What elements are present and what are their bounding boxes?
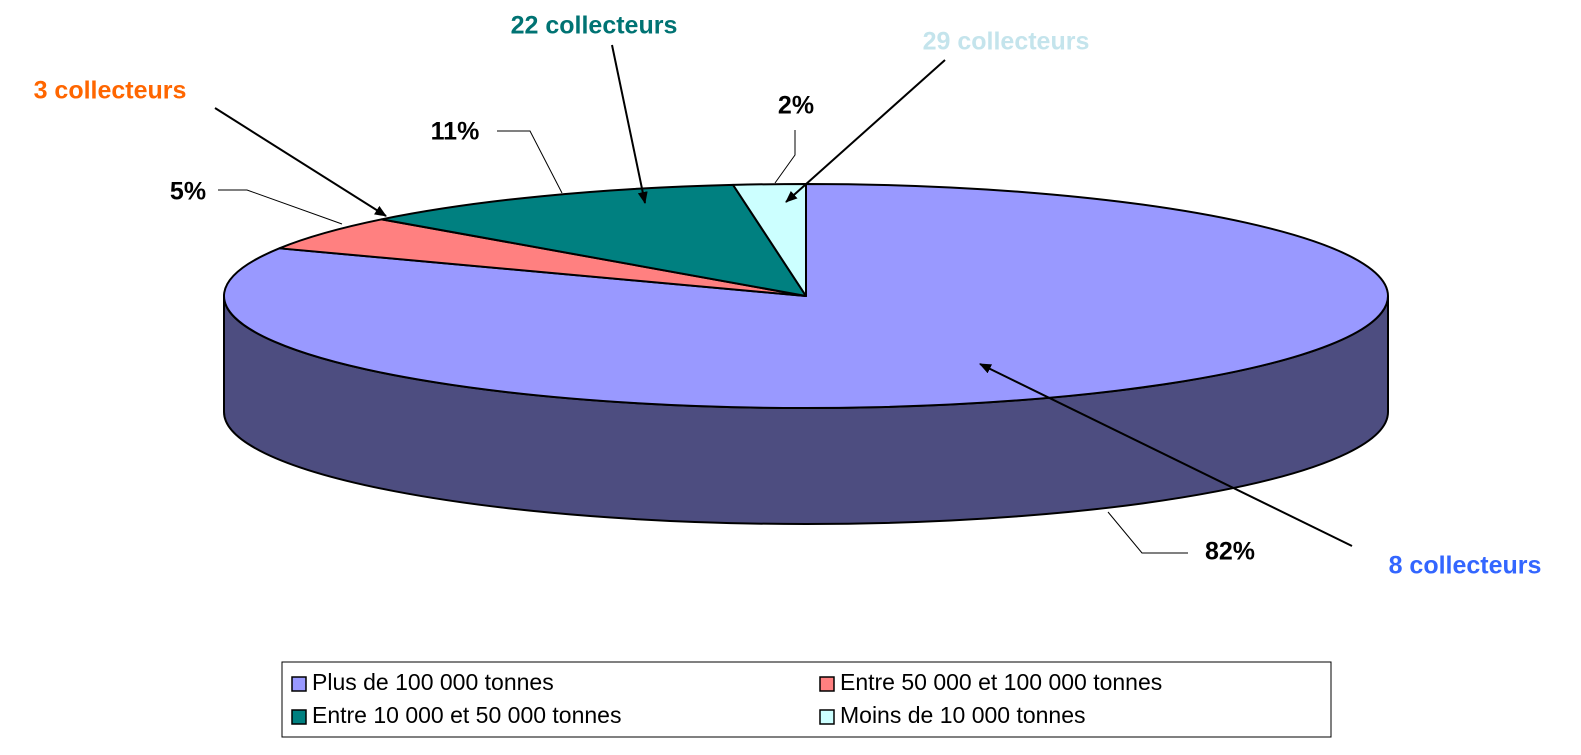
value-label: 5% — [170, 178, 206, 206]
slice — [380, 183, 807, 297]
leader-line — [218, 189, 343, 225]
legend-swatch — [291, 709, 307, 725]
labels: 82% 5% 11% 2% 8 collecteurs 3 collecteurs 22 c… — [34, 12, 1542, 728]
legend-label: Entre 50 000 et 100 000 tonnes — [840, 669, 1162, 695]
leader-line — [497, 130, 563, 194]
annotation-arrows — [214, 44, 1353, 547]
legend-swatch — [291, 676, 307, 692]
value-label: 11% — [431, 118, 480, 146]
value-label: 82% — [1205, 538, 1255, 566]
legend-label: Plus de 100 000 tonnes — [312, 669, 554, 695]
pie — [223, 183, 1389, 525]
arrow — [214, 107, 387, 217]
leader-line — [774, 130, 796, 184]
leader-lines — [218, 130, 1188, 554]
annotation: 3 collecteurs — [34, 77, 187, 105]
legend-swatch — [819, 676, 835, 692]
annotation: 8 collecteurs — [1389, 552, 1542, 580]
annotation: 29 collecteurs — [923, 28, 1090, 56]
slice — [278, 218, 807, 297]
value-label: 2% — [778, 92, 814, 120]
legend-label: Entre 10 000 et 50 000 tonnes — [312, 702, 621, 728]
arrow — [785, 59, 946, 203]
arrow — [611, 44, 648, 204]
slice — [223, 183, 1389, 409]
annotation: 22 collecteurs — [511, 12, 678, 40]
leader-line — [1107, 511, 1188, 554]
legend-label: Moins de 10 000 tonnes — [840, 702, 1086, 728]
legend-swatch — [819, 709, 835, 725]
legend-box — [281, 661, 1332, 738]
arrow — [979, 363, 1353, 547]
